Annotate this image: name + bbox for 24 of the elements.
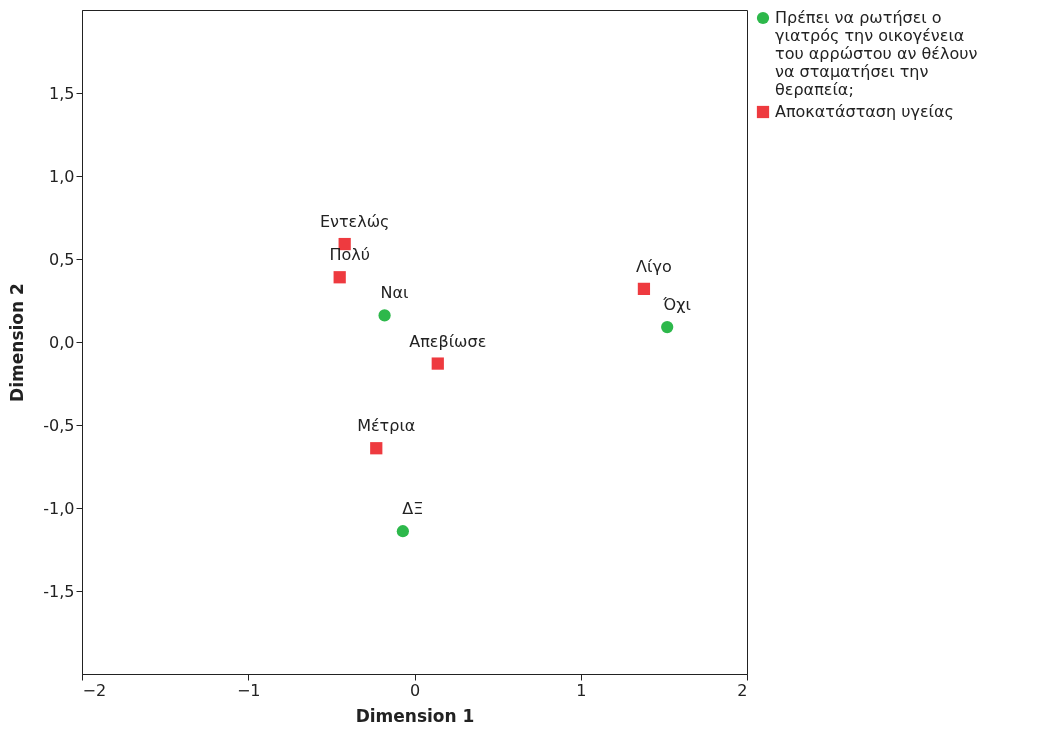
x-tick-label: 0	[409, 680, 421, 700]
annotation: Εντελώς	[319, 212, 390, 232]
annotation: Όχι	[662, 295, 692, 315]
x-tick-label: −2	[82, 680, 107, 700]
x-tick-label: 2	[737, 680, 748, 700]
y-axis-title: Dimension 2	[7, 283, 28, 402]
y-tick-label: -1,0	[43, 498, 75, 518]
annotation: Απεβίωσε	[409, 331, 487, 351]
y-tick-label: -0,5	[43, 415, 75, 435]
annotation: Μέτρια	[357, 416, 416, 436]
y-tick-label: 0,0	[49, 332, 75, 352]
legend-label: Αποκατάσταση υγείας	[775, 102, 954, 121]
annotation: Πολύ	[329, 245, 370, 265]
annotation: Λίγο	[636, 256, 672, 276]
x-tick-label: −1	[236, 680, 261, 700]
y-tick-label: -1,5	[43, 581, 75, 601]
y-tick-label: 1,5	[49, 83, 75, 103]
y-tick-label: 1,0	[49, 166, 75, 186]
annotation: Ναι	[380, 283, 409, 303]
legend-label: Πρέπει να ρωτήσει ο γιατρός την οικογένεια του αρρώστου αν θέλουν να σταματήσει την θεραπεία;	[775, 8, 978, 99]
y-tick-label: 0,5	[49, 249, 75, 269]
x-tick-label: 1	[576, 680, 587, 700]
annotation: ΔΞ	[402, 499, 424, 519]
x-axis-title: Dimension 1	[355, 705, 475, 726]
